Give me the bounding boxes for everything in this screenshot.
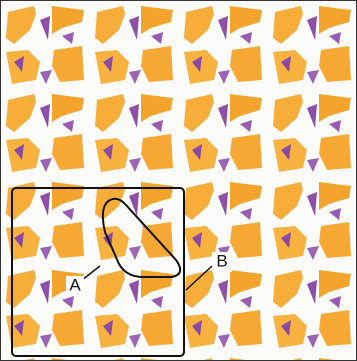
callout-label: A	[69, 275, 81, 294]
figure: A B	[0, 0, 357, 361]
pattern-background	[0, 0, 357, 361]
callout-label: B	[216, 251, 227, 270]
